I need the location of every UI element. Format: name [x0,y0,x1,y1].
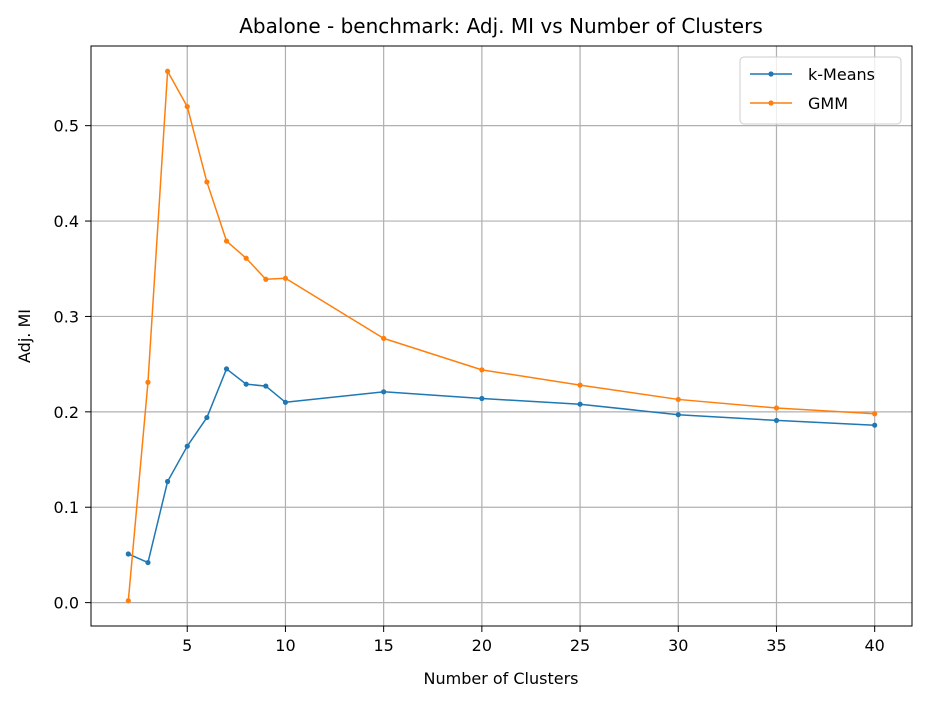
x-tick-label: 35 [766,636,786,655]
data-point-gmm [125,598,131,604]
x-tick-label: 5 [182,636,192,655]
grid [91,46,912,626]
x-axis: 5 10 15 20 25 30 35 40 [182,626,885,655]
data-point-k-means [479,395,485,402]
data-point-gmm [223,238,230,244]
data-point-gmm [773,405,780,411]
data-point-k-means [145,559,151,566]
data-point-gmm [675,396,681,403]
series-line-k-means [128,368,875,564]
y-tick-label: 0.4 [54,212,79,231]
data-point-k-means [675,412,681,418]
data-point-gmm [263,276,269,282]
legend-marker [768,71,774,77]
data-point-gmm [282,275,289,281]
y-tick-label: 0.1 [54,498,79,517]
data-point-k-means [263,383,269,389]
data-point-gmm [243,255,249,261]
data-point-gmm [872,411,878,417]
data-point-gmm [479,367,485,373]
y-axis: 0.0 0.1 0.2 0.3 0.4 0.5 [54,117,91,613]
data-point-k-means [773,417,780,424]
legend-marker [768,100,774,106]
series-layer [125,68,878,604]
data-point-k-means [165,478,171,485]
legend-item: k-Means [750,65,875,84]
series-gmm [125,68,878,604]
data-point-k-means [282,399,289,405]
y-tick-label: 0.0 [54,594,79,613]
y-tick-label: 0.3 [54,307,79,326]
data-point-k-means [381,389,387,395]
x-tick-label: 15 [373,636,393,655]
data-point-k-means [577,401,583,407]
data-point-gmm [577,382,583,388]
legend-label: k-Means [808,65,875,84]
data-point-k-means [184,443,190,449]
data-point-gmm [184,103,190,110]
data-point-gmm [204,179,210,185]
data-point-gmm [145,379,151,385]
x-tick-label: 30 [668,636,688,655]
data-point-k-means [223,366,230,372]
data-point-k-means [125,551,131,557]
series-line-gmm [127,70,875,601]
data-point-k-means [204,414,210,421]
y-tick-label: 0.5 [54,117,79,136]
data-point-k-means [872,422,878,428]
data-point-k-means [243,381,249,387]
legend: k-Means GMM [739,56,902,125]
x-tick-label: 40 [865,636,885,655]
x-tick-label: 25 [570,636,590,655]
y-tick-label: 0.2 [54,403,79,422]
x-tick-label: 10 [275,636,295,655]
data-point-gmm [165,68,171,74]
x-axis-label: Number of Clusters [424,669,579,688]
x-tick-label: 20 [472,636,492,655]
data-point-gmm [381,335,387,341]
legend-label: GMM [808,94,848,113]
series-k-means [125,366,878,566]
chart-title: Abalone - benchmark: Adj. MI vs Number o… [239,14,763,38]
legend-item: GMM [750,94,848,113]
y-axis-label: Adj. MI [15,309,34,363]
plot-frame [90,45,913,627]
